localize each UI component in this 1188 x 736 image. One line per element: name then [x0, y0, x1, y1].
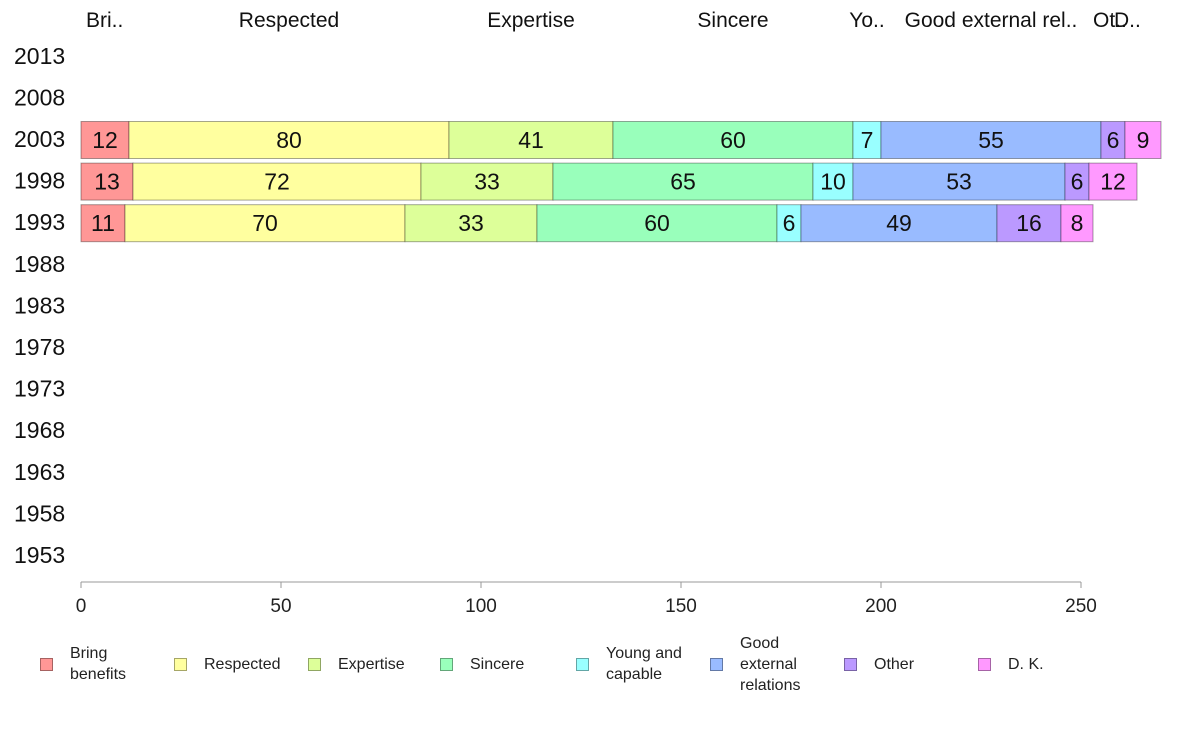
legend-item: Young and capable	[576, 632, 682, 696]
legend-swatch	[844, 657, 857, 671]
bar-segment	[420, 162, 554, 201]
legend-swatch	[440, 657, 453, 671]
data-label: 60	[720, 127, 746, 153]
bar-segment	[852, 162, 1066, 201]
bar-segment	[128, 121, 450, 159]
legend-label: D. K.	[1008, 655, 1044, 673]
y-category-label: 2008	[14, 84, 65, 110]
x-tick-label: 200	[865, 596, 897, 617]
data-label: 41	[518, 127, 544, 153]
bar-segment	[852, 121, 882, 159]
data-label: 6	[783, 210, 796, 236]
column-header: Good external rel..	[905, 9, 1078, 32]
data-label: 12	[92, 127, 118, 153]
x-tick-label: 150	[665, 596, 697, 617]
legend-swatch	[710, 657, 723, 671]
bar-segment	[448, 121, 614, 159]
legend-item: Expertise	[308, 632, 405, 696]
data-label: 6	[1071, 169, 1084, 195]
y-category-label: 1963	[14, 459, 65, 485]
x-tick-label: 100	[465, 596, 497, 617]
y-category-label: 1953	[14, 542, 65, 568]
column-header: Bri..	[86, 9, 123, 32]
legend-label: Respected	[204, 655, 281, 673]
legend-swatch	[174, 657, 187, 671]
column-header: Yo..	[849, 9, 884, 32]
y-category-label: 1973	[14, 376, 65, 402]
bar-segment	[1124, 121, 1162, 159]
y-category-label: 2003	[14, 126, 65, 152]
data-label: 72	[264, 169, 290, 195]
x-tick-label: 50	[270, 596, 291, 617]
data-label: 33	[474, 169, 500, 195]
bar-segment	[1088, 162, 1138, 201]
legend-swatch	[40, 657, 53, 671]
legend-swatch	[308, 657, 321, 671]
data-label: 70	[252, 210, 278, 236]
y-category-label: 1998	[14, 168, 65, 194]
legend-item: Good external relations	[710, 632, 800, 696]
data-label: 49	[886, 210, 912, 236]
legend-label: Young and capable	[606, 645, 682, 683]
column-header: Ot..	[1093, 9, 1127, 32]
bar-segment	[80, 204, 126, 243]
column-header: Respected	[239, 9, 339, 32]
data-label: 7	[861, 127, 874, 153]
column-header: Expertise	[487, 9, 575, 32]
data-label: 10	[820, 169, 846, 195]
legend-item: Bring benefits	[40, 632, 126, 696]
legend-item: Respected	[174, 632, 281, 696]
bar-segment	[536, 204, 778, 243]
data-label: 53	[946, 169, 972, 195]
x-tick-label: 0	[76, 596, 87, 617]
data-label: 12	[1100, 169, 1126, 195]
bar-segment	[996, 204, 1062, 243]
y-category-label: 2013	[14, 43, 65, 69]
bar-segment	[800, 204, 998, 243]
legend-swatch	[576, 657, 589, 671]
data-label: 6	[1107, 127, 1120, 153]
bar-segment	[612, 121, 854, 159]
legend-label: Good external relations	[740, 634, 801, 694]
y-category-label: 1988	[14, 251, 65, 277]
legend-item: Other	[844, 632, 914, 696]
data-label: 13	[94, 169, 120, 195]
y-category-label: 1958	[14, 500, 65, 526]
x-tick-label: 250	[1065, 596, 1097, 617]
bar-segment	[776, 204, 802, 243]
legend-label: Bring benefits	[70, 645, 127, 683]
data-label: 65	[670, 169, 696, 195]
data-label: 33	[458, 210, 484, 236]
y-category-label: 1983	[14, 292, 65, 318]
bar-segment	[880, 121, 1102, 159]
bar-segment	[1060, 204, 1094, 243]
bar-segment	[404, 204, 538, 243]
bar-segment	[552, 162, 814, 201]
data-label: 80	[276, 127, 302, 153]
data-label: 55	[978, 127, 1004, 153]
y-category-label: 1993	[14, 209, 65, 235]
legend-item: D. K.	[978, 632, 1044, 696]
y-category-label: 1978	[14, 334, 65, 360]
column-header: D..	[1114, 9, 1141, 32]
column-header: Sincere	[697, 9, 768, 32]
bar-segment	[80, 121, 130, 159]
bar-segment	[812, 162, 854, 201]
data-label: 8	[1071, 210, 1084, 236]
data-label: 16	[1016, 210, 1042, 236]
legend-label: Other	[874, 655, 915, 673]
bar-segment	[80, 162, 134, 201]
data-label: 9	[1137, 127, 1150, 153]
data-label: 11	[91, 210, 115, 236]
y-category-label: 1968	[14, 417, 65, 443]
legend-label: Sincere	[470, 655, 525, 673]
chart-legend: Bring benefits Respected Expertise Sincere Y…	[40, 632, 1160, 702]
legend-item: Sincere	[440, 632, 524, 696]
legend-swatch	[978, 657, 991, 671]
data-label: 60	[644, 210, 670, 236]
legend-label: Expertise	[338, 655, 405, 673]
